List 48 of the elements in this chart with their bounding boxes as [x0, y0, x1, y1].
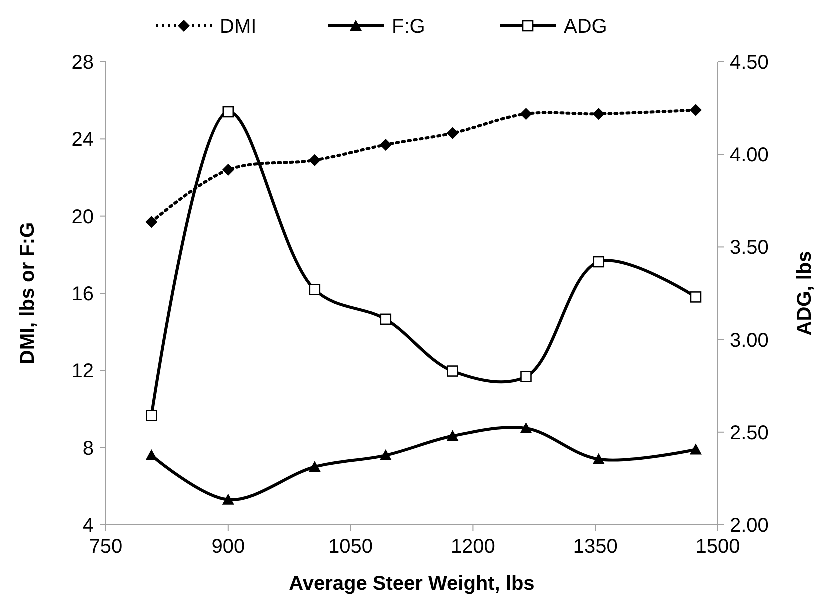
point	[520, 371, 532, 382]
point	[592, 453, 605, 464]
point	[222, 494, 234, 505]
point	[380, 314, 392, 326]
x-tick-label: 1500	[696, 536, 740, 558]
x-tick-label: 900	[212, 536, 246, 558]
point	[520, 422, 532, 434]
legend-label: F:G	[392, 16, 426, 38]
point	[146, 216, 158, 228]
y2-tick-label: 4.50	[730, 52, 769, 74]
point	[309, 284, 321, 296]
y-tick-label: 20	[72, 206, 94, 228]
x-tick-label: 1050	[328, 536, 374, 558]
y-axis-title: DMI, lbs or F:G	[17, 222, 39, 365]
point	[380, 138, 392, 151]
point	[222, 164, 234, 176]
point	[308, 461, 321, 472]
y2-axis-title: ADG, lbs	[794, 251, 816, 336]
x-axis-title: Average Steer Weight, lbs	[289, 573, 535, 595]
point	[520, 108, 532, 120]
x-tick-label: 1350	[573, 536, 618, 558]
point	[380, 450, 392, 461]
y2-tick-label: 3.50	[730, 237, 769, 260]
point	[690, 444, 702, 455]
point	[690, 104, 702, 116]
point	[592, 108, 605, 120]
point	[446, 430, 459, 442]
y-tick-label: 24	[72, 129, 94, 152]
y2-tick-label: 2.00	[730, 515, 769, 537]
point	[308, 154, 321, 166]
legend-label: DMI	[220, 16, 257, 38]
y-tick-label: 4	[82, 515, 94, 537]
legend-label: ADG	[564, 16, 608, 38]
point	[447, 366, 458, 377]
x-tick-label: 750	[89, 536, 123, 558]
y-tick-label: 12	[72, 360, 94, 383]
y-tick-label: 8	[82, 438, 94, 460]
point	[593, 256, 605, 268]
point	[146, 410, 158, 422]
point	[690, 292, 702, 303]
point	[222, 106, 234, 118]
y-tick-label: 16	[72, 284, 94, 306]
x-tick-label: 1200	[450, 536, 496, 558]
y2-tick-label: 2.50	[730, 422, 769, 444]
y2-tick-label: 4.00	[730, 144, 769, 167]
point	[446, 127, 459, 140]
y2-tick-label: 3.00	[730, 330, 769, 352]
y-tick-label: 28	[72, 52, 94, 74]
